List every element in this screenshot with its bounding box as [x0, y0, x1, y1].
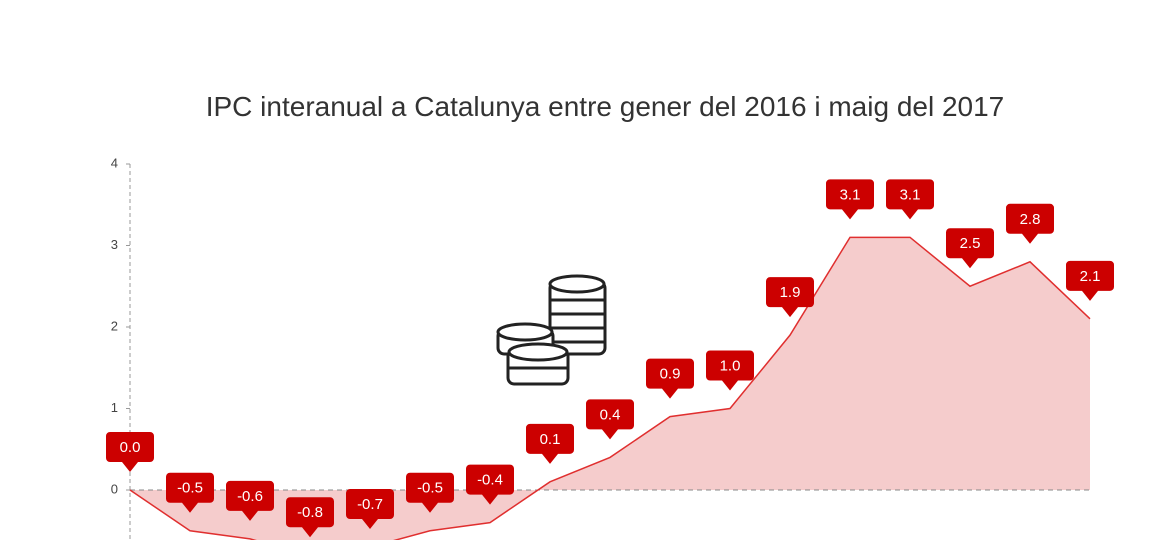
value-label: -0.8 — [297, 504, 323, 521]
value-label-box — [706, 350, 754, 391]
y-tick-label: 2 — [111, 318, 118, 333]
value-label: 2.5 — [960, 235, 981, 252]
value-label-box — [826, 179, 874, 220]
value-label-box — [166, 472, 214, 513]
value-label-box — [406, 472, 454, 513]
chart-title: IPC interanual a Catalunya entre gener d… — [205, 91, 1005, 122]
value-label-box — [346, 489, 394, 530]
value-label-box — [586, 399, 634, 440]
value-label-box — [286, 497, 334, 538]
value-label-box — [466, 464, 514, 505]
value-label: -0.6 — [237, 488, 263, 505]
value-label-box — [226, 480, 274, 521]
value-label: -0.4 — [477, 472, 503, 489]
y-tick-label: 3 — [111, 237, 118, 252]
value-label: 2.8 — [1020, 211, 1041, 228]
value-label: 1.9 — [780, 284, 801, 301]
value-label: -0.5 — [417, 480, 443, 497]
value-label: -0.7 — [357, 496, 383, 513]
value-label: -0.5 — [177, 480, 203, 497]
coins-icon — [496, 274, 607, 386]
y-tick-label: 1 — [111, 400, 118, 415]
value-label: 1.0 — [720, 357, 741, 374]
value-label-box — [946, 228, 994, 269]
line — [129, 236, 1091, 540]
value-label-box — [526, 423, 574, 464]
y-tick-label: 4 — [111, 155, 118, 170]
area — [130, 237, 1090, 540]
value-label: 0.1 — [540, 431, 561, 448]
value-label-box — [106, 432, 154, 472]
value-label-box — [1006, 203, 1054, 244]
value-label: 0.4 — [600, 406, 621, 423]
plot: 0 1 2 3 4 0.0 -0.5 -0.6 -0.8 -0.7 -0.5 -0.4 0.1 0.4 0.… — [106, 155, 1114, 540]
y-tick-label: 0 — [111, 481, 118, 496]
value-label-box — [766, 277, 814, 318]
value-label-box — [1066, 260, 1114, 301]
value-label: 0.9 — [660, 366, 681, 383]
value-label: 0.0 — [120, 439, 141, 456]
value-label: 2.1 — [1080, 268, 1101, 285]
value-label-box — [886, 179, 934, 220]
value-label-box — [646, 358, 694, 399]
value-label: 3.1 — [900, 186, 921, 203]
value-label: 3.1 — [840, 186, 861, 203]
